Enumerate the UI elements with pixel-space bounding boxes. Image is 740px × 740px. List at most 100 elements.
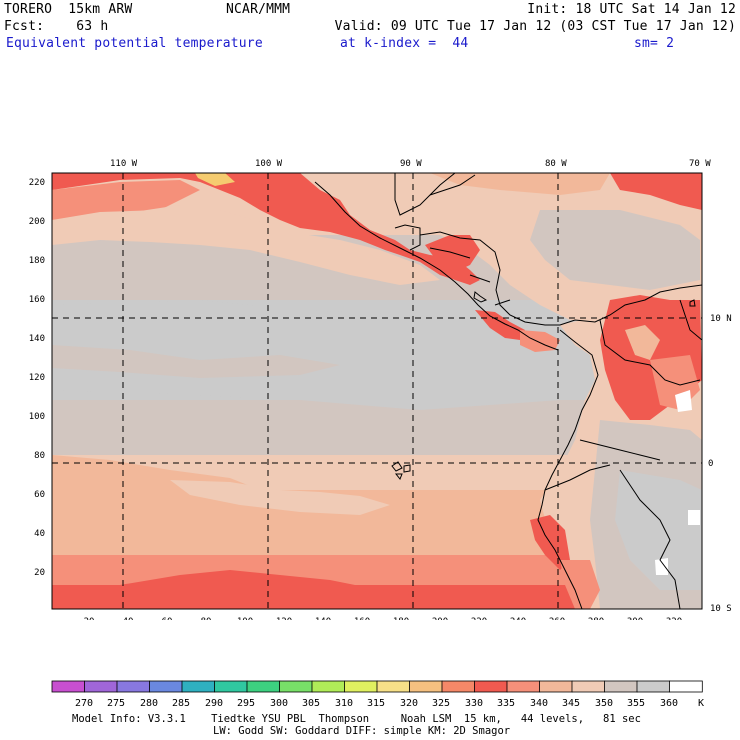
patch-335-caribbean-top — [430, 173, 610, 195]
colorbar-swatch — [376, 680, 411, 693]
border-guatemala — [394, 224, 421, 251]
land-white-3 — [688, 510, 700, 525]
y-tick-label: 180 — [29, 256, 45, 266]
patch-330-honduras — [425, 235, 480, 272]
colorbar: 270 275 280 285 290 295 300 305 310 315 … — [51, 680, 704, 709]
colorbar-labels: 270 275 280 285 290 295 300 305 310 315 … — [75, 698, 704, 709]
patch-345-mid — [170, 480, 390, 515]
lon-label: 90 W — [400, 159, 422, 169]
lon-labels: 110 W 100 W 90 W 80 W 70 W — [110, 159, 711, 169]
x-tick-label: 200 — [432, 617, 448, 620]
lon-label: 100 W — [255, 159, 283, 169]
colorbar-swatch — [84, 680, 118, 693]
colorbar-label: 275 — [107, 698, 125, 709]
land-white-2 — [655, 558, 668, 575]
colorbar-swatch — [181, 680, 216, 693]
patch-355-gap — [52, 300, 560, 410]
colorbar-swatch — [246, 680, 281, 693]
border-peru-brazil — [619, 469, 681, 609]
colorbar-label: 300 — [270, 698, 288, 709]
colorbar-swatch — [409, 680, 443, 693]
colorbar-unit: K — [698, 698, 704, 709]
colorbar-swatch — [279, 680, 313, 693]
colorbar-label: 285 — [172, 698, 190, 709]
y-tick-label: 140 — [29, 334, 45, 344]
caribbean-island-2 — [689, 299, 696, 307]
patch-330-south-1 — [52, 570, 580, 609]
patch-320-yellow — [195, 173, 235, 186]
colorbar-swatch — [214, 680, 248, 693]
land-345-colombia — [625, 325, 660, 360]
x-tick-label: 300 — [627, 617, 643, 620]
colorbar-label: 315 — [367, 698, 385, 709]
colorbar-label: 270 — [75, 698, 93, 709]
x-tick-label: 140 — [315, 617, 331, 620]
y-tick-label: 80 — [34, 451, 45, 461]
x-tick-label: 20 — [84, 617, 95, 620]
land-white-1 — [675, 390, 692, 412]
coastlines — [314, 173, 702, 609]
patch-350-mid — [52, 345, 340, 378]
x-tick-label: 260 — [549, 617, 565, 620]
colorbar-label: 340 — [530, 698, 548, 709]
coast-yucatan — [429, 174, 476, 196]
coast-central-am-carib — [419, 231, 560, 326]
colorbar-swatch — [604, 680, 638, 693]
forecast-hour: Fcst: 63 h — [4, 19, 109, 34]
map-frame — [51, 172, 703, 610]
map-fill — [52, 173, 702, 609]
x-axis: 20 40 60 80 100 120 140 160 180 200 220 … — [84, 617, 683, 620]
lat-labels: 10 N 0 10 S — [708, 314, 732, 614]
y-tick-label: 100 — [29, 412, 45, 422]
valid-time: Valid: 09 UTC Tue 17 Jan 12 (03 CST Tue … — [334, 19, 736, 34]
field-name: Equivalent potential temperature — [6, 36, 263, 51]
y-tick-label: 20 — [34, 568, 45, 578]
colorbar-swatch — [636, 680, 671, 693]
map-plot: 110 W 100 W 90 W 80 W 70 W 10 N 0 10 S 2… — [29, 159, 732, 620]
patch-335-west — [52, 180, 200, 220]
border-venezuela-south — [679, 299, 702, 341]
x-tick-label: 60 — [162, 617, 173, 620]
model-info: Model Info: V3.3.1 Tiedtke YSU PBL Thomp… — [72, 713, 641, 725]
lat-label: 10 S — [710, 604, 732, 614]
coast-mexico-pacific — [314, 181, 559, 351]
land-335-peru — [560, 560, 600, 609]
colorbar-label: 305 — [302, 698, 320, 709]
x-tick-label: 240 — [510, 617, 526, 620]
level-label: at k-index = 44 — [340, 36, 469, 51]
colorbar-swatch — [51, 680, 86, 693]
colorbar-label: 350 — [595, 698, 613, 709]
colorbar-swatch — [474, 680, 508, 693]
colorbar-label: 325 — [432, 698, 450, 709]
colorbar-swatch — [571, 680, 606, 693]
coast-gulf — [394, 173, 456, 216]
colorbar-swatch — [441, 680, 476, 693]
center-label: NCAR/MMM — [226, 2, 291, 17]
coast-sa-pacific — [537, 329, 599, 609]
border-colombia-venezuela — [599, 319, 701, 386]
lon-label: 70 W — [689, 159, 711, 169]
graticule — [52, 173, 702, 609]
colorbar-label: 345 — [562, 698, 580, 709]
x-tick-label: 40 — [123, 617, 134, 620]
y-tick-label: 160 — [29, 295, 45, 305]
y-tick-label: 120 — [29, 373, 45, 383]
x-tick-label: 220 — [471, 617, 487, 620]
colorbar-swatch — [506, 680, 541, 693]
lon-label: 110 W — [110, 159, 138, 169]
land-355-amazon — [615, 470, 702, 590]
border-honduras — [429, 247, 471, 259]
colorbar-label: 320 — [400, 698, 418, 709]
x-tick-label: 280 — [588, 617, 604, 620]
x-tick-label: 120 — [276, 617, 292, 620]
colorbar-swatch — [116, 680, 151, 693]
border-costa-rica — [494, 299, 511, 306]
lat-label: 0 — [708, 459, 713, 469]
y-tick-label: 220 — [29, 178, 45, 188]
colorbar-label: 310 — [335, 698, 353, 709]
colorbar-swatch — [344, 680, 378, 693]
y-axis: 220 200 180 160 140 120 100 80 60 40 20 — [29, 178, 45, 578]
y-tick-label: 200 — [29, 217, 45, 227]
colorbar-swatch — [539, 680, 573, 693]
y-tick-label: 40 — [34, 529, 45, 539]
